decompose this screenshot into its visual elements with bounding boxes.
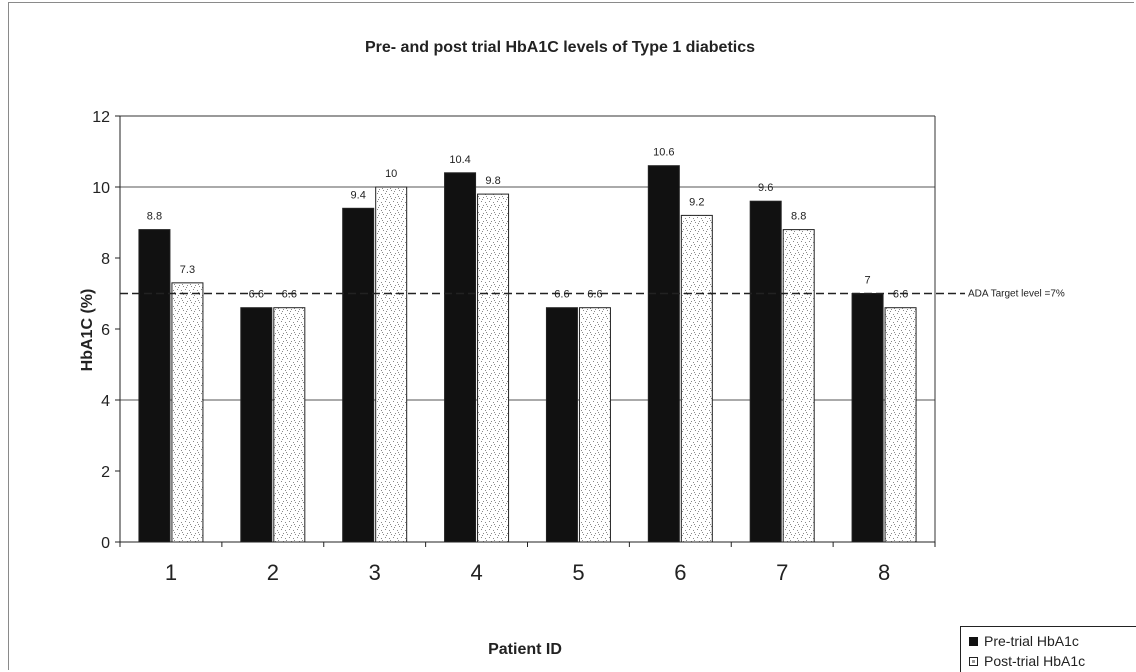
legend-swatch-post bbox=[969, 656, 978, 666]
data-label-pre-3: 9.4 bbox=[351, 189, 366, 201]
bar-pre-4 bbox=[444, 172, 477, 543]
bar-pre-5 bbox=[545, 307, 578, 543]
bar-pre-3 bbox=[342, 207, 375, 543]
bar-post-5 bbox=[578, 307, 611, 543]
legend-swatch-pre bbox=[969, 636, 978, 646]
data-label-post-5: 6.6 bbox=[587, 289, 602, 301]
data-label-pre-2: 6.6 bbox=[249, 289, 264, 301]
data-label-pre-8: 7 bbox=[865, 275, 871, 287]
y-tick-label-6: 6 bbox=[101, 322, 110, 339]
y-tick-label-0: 0 bbox=[101, 535, 110, 552]
y-tick-label-12: 12 bbox=[92, 109, 110, 126]
bar-pre-6 bbox=[647, 165, 680, 543]
legend-item-pre: Pre-trial HbA1c bbox=[969, 631, 1136, 651]
bar-pre-8 bbox=[851, 293, 884, 543]
data-label-post-8: 6.6 bbox=[893, 289, 908, 301]
x-tick-label-7: 7 bbox=[776, 560, 788, 585]
x-tick-label-4: 4 bbox=[470, 560, 482, 585]
y-tick-label-10: 10 bbox=[92, 180, 110, 197]
data-labels: 8.8 7.3 6.6 6.6 9.4 10 10.4 9.8 6.6 6.6 10.6 9.2 9.6… bbox=[147, 147, 908, 301]
bar-post-2 bbox=[273, 307, 306, 543]
y-tick-label-8: 8 bbox=[101, 251, 110, 268]
bar-pre-1 bbox=[138, 229, 171, 543]
bar-pre-7 bbox=[749, 200, 782, 543]
data-label-post-1: 7.3 bbox=[180, 264, 195, 276]
data-label-pre-5: 6.6 bbox=[554, 289, 569, 301]
chart-title: Pre- and post trial HbA1C levels of Type… bbox=[365, 39, 755, 56]
x-tick-label-5: 5 bbox=[572, 560, 584, 585]
x-axis-label: Patient ID bbox=[488, 641, 562, 658]
x-tick-label-6: 6 bbox=[674, 560, 686, 585]
legend-label-post: Post-trial HbA1c bbox=[984, 653, 1086, 669]
y-tick-label-4: 4 bbox=[101, 393, 110, 410]
data-label-post-7: 8.8 bbox=[791, 211, 806, 223]
x-tick-label-2: 2 bbox=[267, 560, 279, 585]
data-label-pre-6: 10.6 bbox=[653, 147, 674, 159]
bar-post-4 bbox=[477, 193, 510, 543]
legend-item-post: Post-trial HbA1c bbox=[969, 651, 1136, 671]
bar-post-8 bbox=[884, 307, 917, 543]
data-label-post-4: 9.8 bbox=[485, 175, 500, 187]
target-line-label: ADA Target level =7% bbox=[968, 289, 1065, 300]
bar-post-3 bbox=[375, 186, 408, 543]
data-label-pre-4: 10.4 bbox=[449, 154, 470, 166]
x-tick-label-8: 8 bbox=[878, 560, 890, 585]
data-label-pre-7: 9.6 bbox=[758, 182, 773, 194]
bar-post-1 bbox=[171, 282, 204, 543]
data-label-post-6: 9.2 bbox=[689, 196, 704, 208]
data-label-post-3: 10 bbox=[385, 168, 397, 180]
legend-label-pre: Pre-trial HbA1c bbox=[984, 633, 1079, 649]
bars bbox=[138, 165, 917, 543]
chart-frame bbox=[8, 2, 1134, 670]
x-tick-label-3: 3 bbox=[369, 560, 381, 585]
data-label-pre-1: 8.8 bbox=[147, 211, 162, 223]
bar-post-7 bbox=[782, 229, 815, 543]
y-tick-label-2: 2 bbox=[101, 464, 110, 481]
legend: Pre-trial HbA1c Post-trial HbA1c bbox=[960, 626, 1136, 672]
y-axis-label: HbA1C (%) bbox=[79, 289, 96, 372]
data-label-post-2: 6.6 bbox=[282, 289, 297, 301]
bar-post-6 bbox=[680, 214, 713, 543]
x-tick-label-1: 1 bbox=[165, 560, 177, 585]
bar-pre-2 bbox=[240, 307, 273, 543]
